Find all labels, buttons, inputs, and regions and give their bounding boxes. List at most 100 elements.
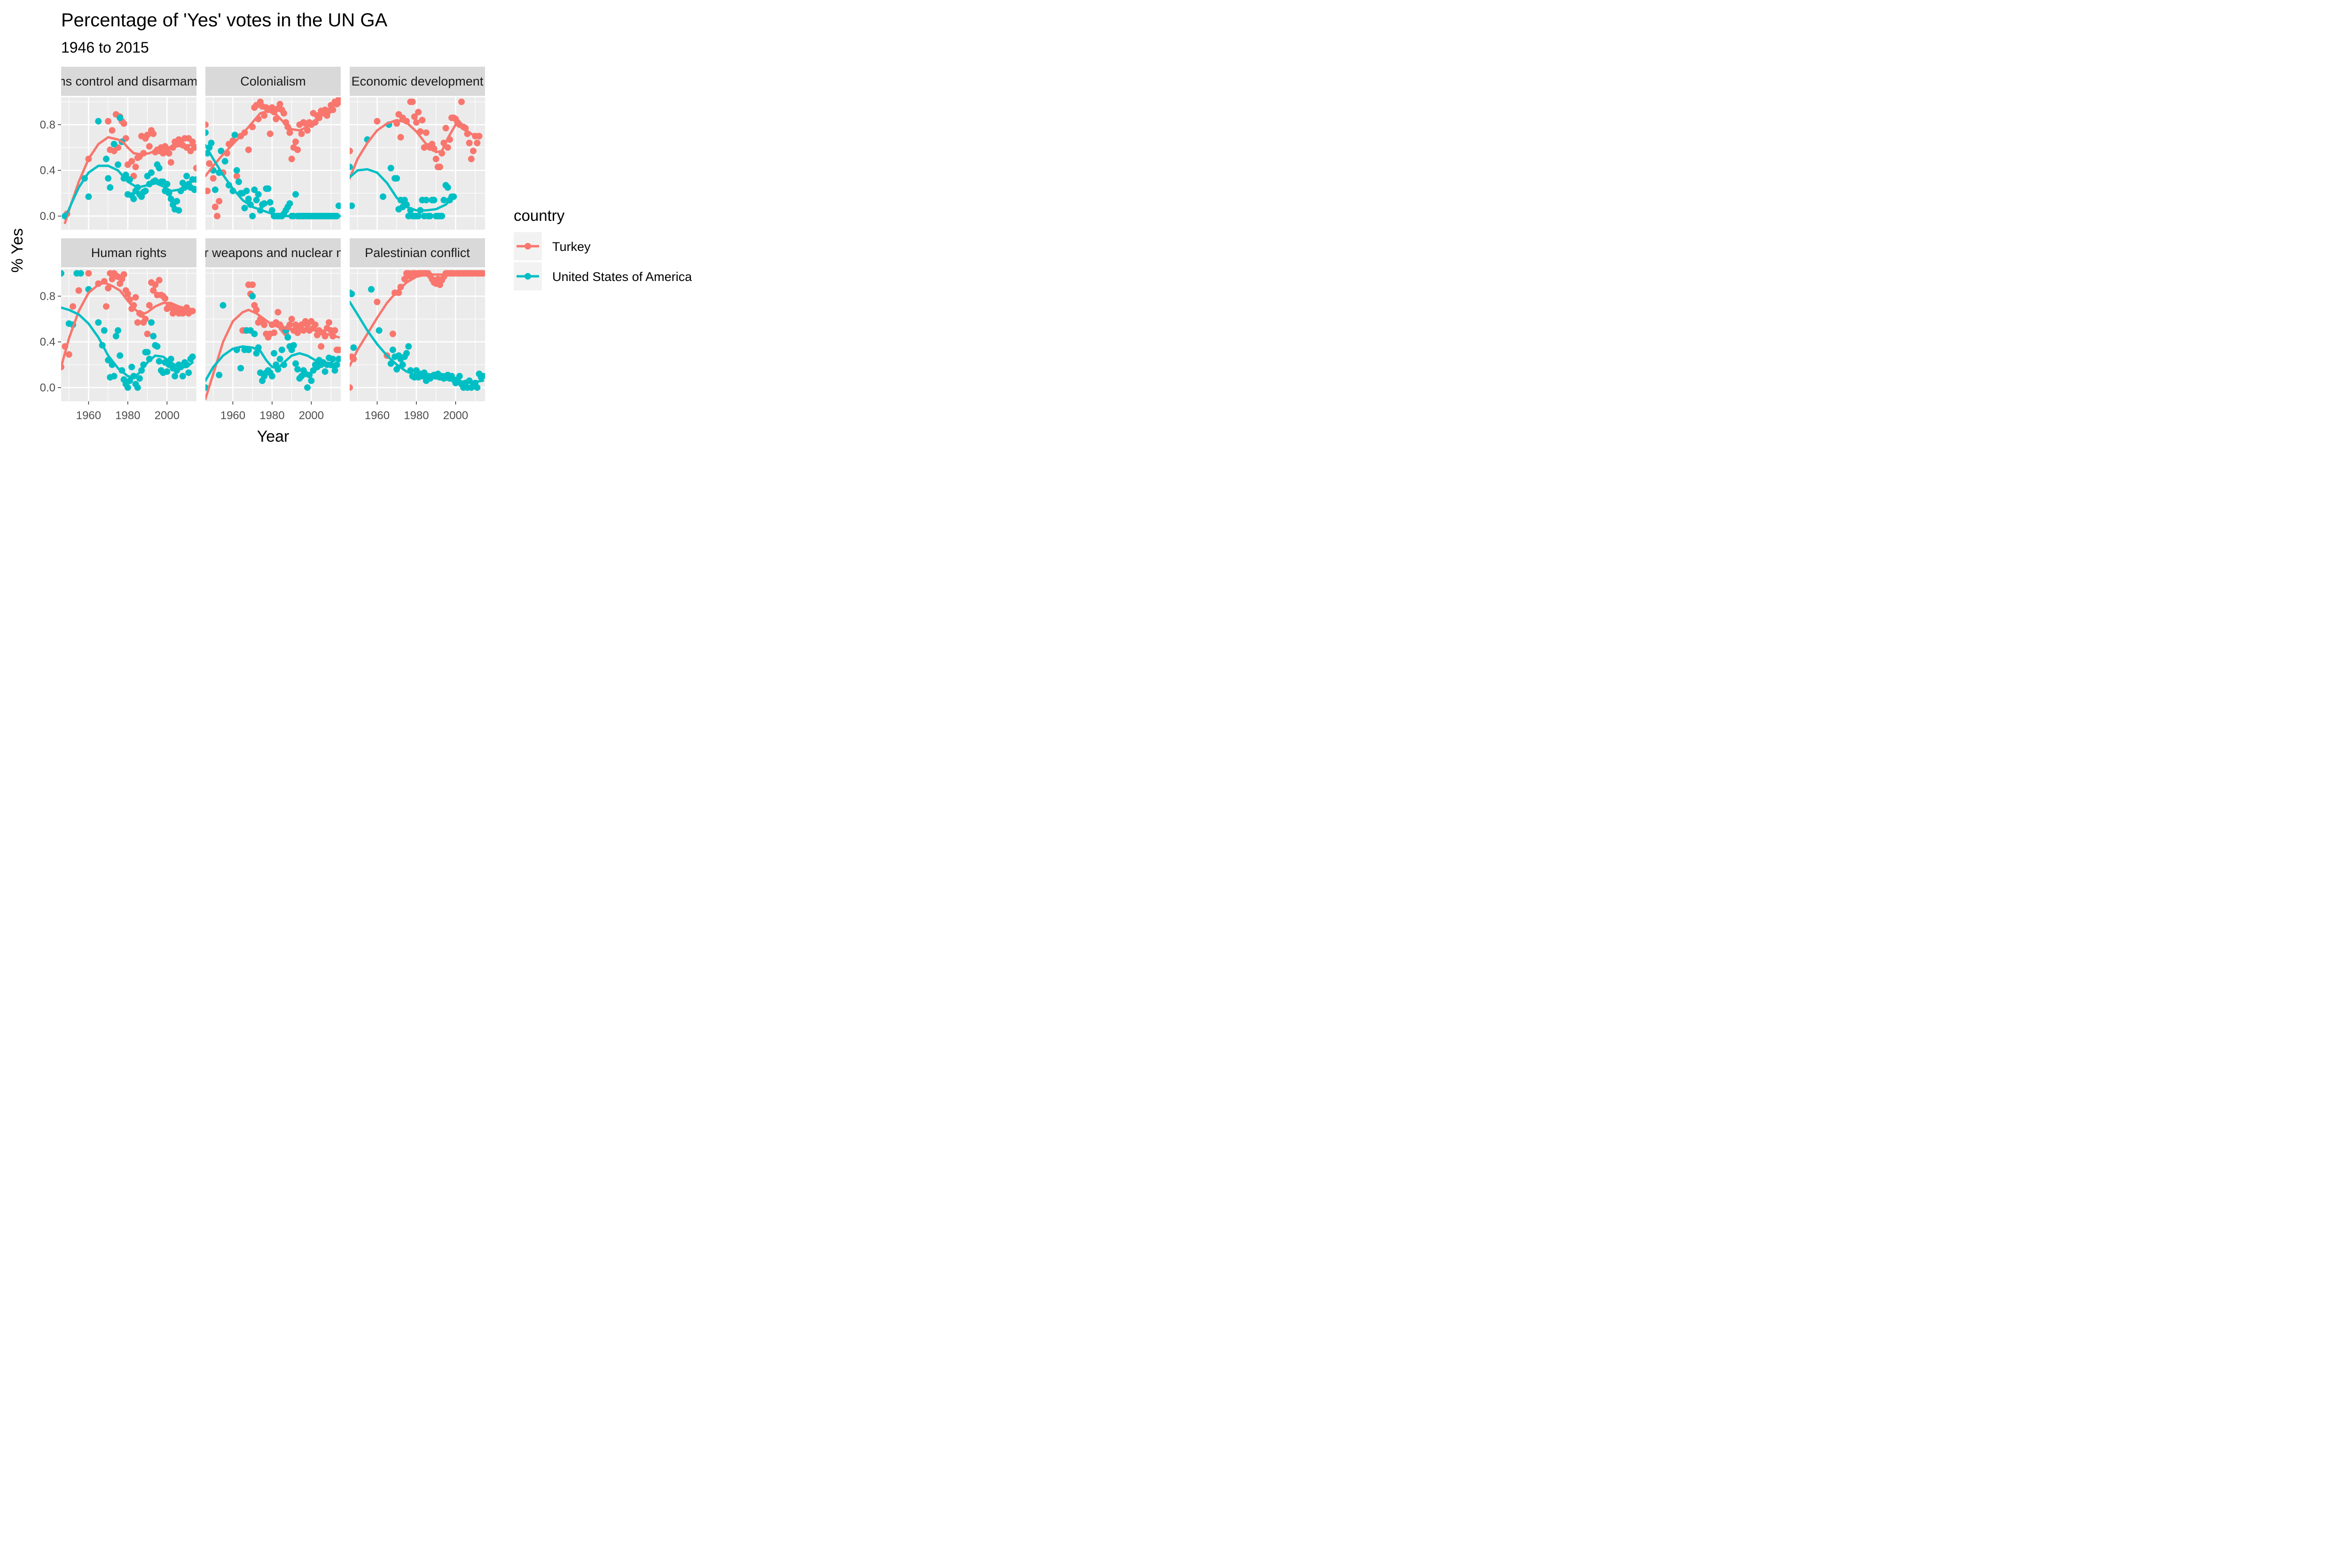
- data-point: [376, 327, 383, 334]
- data-point: [479, 373, 485, 380]
- data-point: [379, 193, 386, 200]
- data-point: [103, 303, 110, 310]
- data-point: [261, 200, 268, 207]
- data-point: [335, 346, 341, 353]
- x-tick-label: 2000: [299, 409, 324, 422]
- x-tick-label: 2000: [443, 409, 468, 422]
- x-tick-label: 1960: [365, 409, 390, 422]
- data-point: [276, 356, 283, 363]
- y-tick-label: 0.4: [40, 164, 55, 177]
- data-point: [286, 129, 293, 136]
- y-axis-title: % Yes: [8, 228, 26, 273]
- data-point: [415, 212, 422, 219]
- data-point: [470, 148, 477, 155]
- panel-plot-area: [350, 270, 485, 391]
- data-point: [124, 384, 131, 391]
- data-point: [208, 140, 215, 147]
- data-point: [350, 164, 353, 171]
- data-point: [423, 129, 430, 136]
- data-point: [136, 375, 143, 382]
- panel-plot-area: [350, 98, 483, 219]
- data-point: [423, 196, 430, 203]
- data-point: [117, 114, 124, 121]
- data-point: [368, 286, 375, 293]
- data-point: [210, 175, 217, 182]
- facet-strip: [350, 238, 485, 267]
- data-point: [156, 358, 163, 365]
- data-point: [312, 321, 319, 328]
- data-point: [85, 270, 92, 277]
- data-point: [321, 368, 329, 375]
- legend-key-turkey-dot: [525, 243, 531, 250]
- data-point: [350, 384, 353, 391]
- data-point: [458, 98, 465, 105]
- data-point: [374, 118, 381, 125]
- data-point: [193, 176, 196, 183]
- data-point: [75, 287, 82, 294]
- data-point: [249, 293, 256, 300]
- data-point: [350, 148, 353, 155]
- data-point: [318, 343, 325, 350]
- data-point: [331, 327, 338, 334]
- data-point: [249, 281, 256, 289]
- data-point: [120, 120, 127, 127]
- data-point: [468, 156, 475, 163]
- facet-strip-label: Human rights: [91, 246, 167, 260]
- data-point: [205, 187, 211, 195]
- data-point: [274, 309, 282, 316]
- data-point: [266, 199, 274, 206]
- data-point: [444, 184, 451, 191]
- data-point: [278, 346, 285, 353]
- data-point: [95, 118, 102, 125]
- smooth-trend-line: [205, 144, 341, 218]
- data-point: [205, 121, 209, 128]
- smooth-trend-line: [61, 306, 194, 379]
- data-point: [308, 377, 315, 384]
- facet-strip-label: Palestinian conflict: [365, 246, 470, 260]
- data-point: [150, 333, 157, 340]
- data-point: [432, 156, 439, 163]
- smooth-trend-line: [350, 272, 485, 367]
- data-point: [409, 98, 416, 105]
- data-point: [261, 321, 268, 328]
- panel-plot-area: [62, 111, 196, 224]
- x-axis-title: Year: [257, 428, 290, 445]
- data-point: [350, 290, 355, 297]
- smooth-trend-line: [61, 281, 194, 368]
- data-point: [286, 321, 293, 328]
- data-point: [154, 343, 161, 350]
- smooth-trend-line: [350, 301, 485, 383]
- data-point: [415, 109, 422, 116]
- data-point: [439, 212, 446, 219]
- legend-label-turkey: Turkey: [552, 240, 591, 254]
- data-point: [109, 127, 116, 134]
- data-point: [403, 350, 410, 357]
- x-tick-label: 1960: [76, 409, 101, 422]
- legend-title: country: [514, 207, 565, 224]
- x-tick-label: 2000: [155, 409, 180, 422]
- data-point: [128, 364, 135, 371]
- data-point: [243, 187, 250, 195]
- data-point: [393, 175, 400, 182]
- data-point: [219, 302, 227, 309]
- chart-subtitle: 1946 to 2015: [61, 39, 149, 56]
- data-point: [253, 350, 260, 357]
- y-tick-label: 0.4: [40, 336, 55, 349]
- data-point: [237, 365, 244, 372]
- data-point: [231, 132, 238, 139]
- data-point: [212, 186, 219, 193]
- data-point: [61, 270, 64, 277]
- data-point: [298, 130, 305, 137]
- data-point: [167, 195, 174, 203]
- data-point: [253, 196, 260, 203]
- x-tick-label: 1980: [404, 409, 429, 422]
- data-point: [288, 315, 295, 322]
- data-point: [389, 346, 396, 353]
- data-point: [325, 319, 332, 326]
- data-point: [286, 200, 293, 207]
- data-point: [179, 373, 186, 380]
- data-point: [146, 143, 153, 150]
- data-point: [335, 202, 341, 209]
- data-point: [212, 203, 219, 211]
- data-point: [245, 146, 252, 153]
